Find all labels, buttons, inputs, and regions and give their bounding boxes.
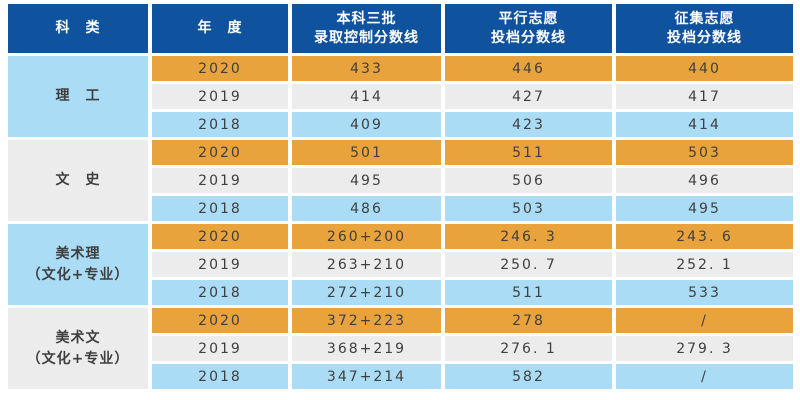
score-cell: 250. 7 (445, 252, 612, 277)
header-cell-parallel-line: 平行志愿 投档分数线 (445, 4, 612, 53)
category-cell: 美术理 （文化+专业） (8, 224, 148, 305)
score-cell: 417 (616, 84, 793, 109)
year-cell: 2018 (152, 364, 288, 389)
score-cell: 503 (616, 140, 793, 165)
year-cell: 2020 (152, 140, 288, 165)
year-cell: 2018 (152, 112, 288, 137)
score-cell: 511 (445, 280, 612, 305)
score-cell: 243. 6 (616, 224, 793, 249)
category-cell: 理 工 (8, 56, 148, 137)
score-cell: / (616, 364, 793, 389)
year-cell: 2018 (152, 196, 288, 221)
year-cell: 2020 (152, 224, 288, 249)
header-cell-category: 科 类 (8, 4, 148, 53)
header-cell-collection-line: 征集志愿 投档分数线 (616, 4, 793, 53)
score-cell: 260+200 (292, 224, 441, 249)
score-cell: 368+219 (292, 336, 441, 361)
year-cell: 2019 (152, 168, 288, 193)
score-cell: 446 (445, 56, 612, 81)
score-cell: 347+214 (292, 364, 441, 389)
header-cell-year: 年 度 (152, 4, 288, 53)
year-cell: 2019 (152, 336, 288, 361)
score-cell: 533 (616, 280, 793, 305)
score-cell: 272+210 (292, 280, 441, 305)
score-cell: 252. 1 (616, 252, 793, 277)
score-cell: 486 (292, 196, 441, 221)
year-cell: 2018 (152, 280, 288, 305)
score-cell: 506 (445, 168, 612, 193)
score-cell: 582 (445, 364, 612, 389)
score-cell: 495 (616, 196, 793, 221)
score-cell: / (616, 308, 793, 333)
score-cell: 409 (292, 112, 441, 137)
score-cell: 263+210 (292, 252, 441, 277)
score-cell: 495 (292, 168, 441, 193)
score-cell: 246. 3 (445, 224, 612, 249)
category-cell: 美术文 （文化+专业） (8, 308, 148, 389)
score-cell: 427 (445, 84, 612, 109)
score-cell: 372+223 (292, 308, 441, 333)
year-cell: 2020 (152, 56, 288, 81)
year-cell: 2019 (152, 84, 288, 109)
header-cell-control-line: 本科三批 录取控制分数线 (292, 4, 441, 53)
score-cell: 414 (616, 112, 793, 137)
score-cell: 501 (292, 140, 441, 165)
score-cell: 414 (292, 84, 441, 109)
score-cell: 423 (445, 112, 612, 137)
score-cell: 279. 3 (616, 336, 793, 361)
score-cell: 278 (445, 308, 612, 333)
score-cell: 511 (445, 140, 612, 165)
score-cell: 433 (292, 56, 441, 81)
year-cell: 2020 (152, 308, 288, 333)
score-cell: 496 (616, 168, 793, 193)
score-cell: 503 (445, 196, 612, 221)
category-cell: 文 史 (8, 140, 148, 221)
admission-score-table: 科 类 年 度 本科三批 录取控制分数线 平行志愿 投档分数线 征集志愿 投档分… (8, 4, 794, 389)
score-cell: 440 (616, 56, 793, 81)
year-cell: 2019 (152, 252, 288, 277)
score-cell: 276. 1 (445, 336, 612, 361)
